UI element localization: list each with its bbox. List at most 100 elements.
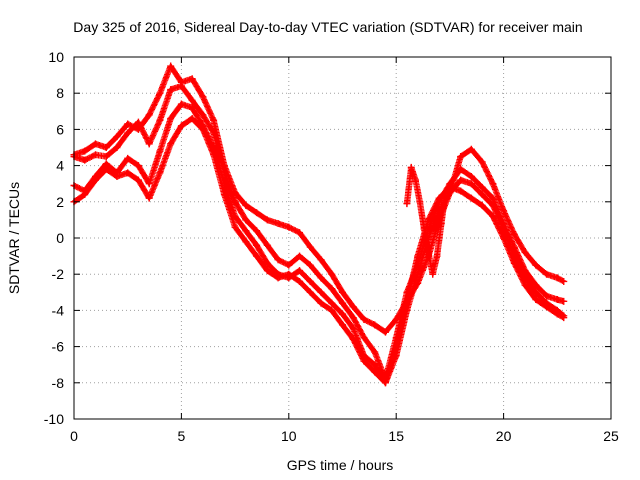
data-point (412, 176, 420, 184)
data-point (371, 321, 379, 329)
data-point (489, 180, 497, 188)
y-tick-label: -8 (52, 375, 65, 391)
data-point (317, 274, 325, 282)
data-point (177, 100, 185, 108)
y-tick-label: -2 (52, 266, 65, 282)
data-point (467, 194, 475, 202)
data-point (177, 82, 185, 90)
data-point (188, 75, 196, 83)
data-point (371, 361, 379, 369)
data-point (360, 357, 368, 365)
data-point (188, 96, 196, 104)
data-point (188, 104, 196, 112)
data-point (242, 216, 250, 224)
x-tick-label: 0 (70, 428, 78, 444)
y-tick-label: 4 (56, 158, 64, 174)
data-point (285, 270, 293, 278)
data-point (371, 348, 379, 356)
data-point (328, 299, 336, 307)
data-point (553, 274, 561, 282)
x-tick-label: 15 (388, 428, 404, 444)
data-point (124, 129, 132, 137)
data-point (553, 296, 561, 304)
data-point (102, 153, 110, 161)
y-axis-label: SDTVAR / TECUs (6, 182, 22, 294)
data-point (285, 261, 293, 269)
data-point (91, 176, 99, 184)
y-tick-label: 10 (48, 49, 64, 65)
data-point (134, 162, 142, 170)
data-point (306, 288, 314, 296)
data-point (220, 191, 228, 199)
y-tick-label: 6 (56, 121, 64, 137)
data-point (124, 154, 132, 162)
data-point (306, 243, 314, 251)
x-tick-label: 25 (603, 428, 619, 444)
data-point (317, 256, 325, 264)
data-point (560, 314, 568, 322)
data-point (349, 325, 357, 332)
data-layer (70, 62, 568, 387)
data-point (113, 144, 121, 151)
data-point (435, 194, 443, 202)
data-point (446, 183, 454, 191)
data-point (392, 343, 400, 351)
data-point (317, 288, 325, 296)
data-point (349, 314, 357, 322)
data-point (296, 277, 304, 285)
data-point (532, 296, 540, 304)
data-point (210, 151, 218, 159)
data-point (263, 241, 271, 249)
data-point (416, 198, 424, 206)
data-point (242, 238, 250, 246)
series-track-b (70, 82, 568, 383)
data-point (102, 144, 110, 151)
data-point (188, 115, 196, 123)
data-point (424, 248, 432, 256)
data-point (231, 223, 239, 231)
data-point (467, 145, 475, 153)
data-point (134, 118, 142, 126)
data-point (403, 297, 411, 305)
data-point (253, 252, 261, 260)
data-point (199, 111, 207, 119)
data-point (339, 288, 346, 296)
data-point (253, 241, 261, 249)
data-point (156, 89, 164, 97)
data-point (274, 274, 282, 282)
data-point (328, 270, 336, 278)
data-point (381, 379, 389, 387)
data-point (381, 328, 389, 336)
data-point (134, 176, 142, 184)
data-point (177, 122, 185, 130)
data-point (328, 285, 336, 293)
data-point (457, 176, 465, 184)
data-point (306, 261, 314, 269)
data-point (167, 62, 175, 70)
data-point (253, 209, 261, 217)
data-point (349, 335, 357, 343)
data-point (403, 200, 411, 208)
data-point (274, 256, 282, 264)
data-point (199, 125, 207, 133)
data-point (124, 169, 132, 177)
data-point (145, 194, 153, 202)
data-point (263, 216, 271, 224)
data-point (167, 115, 175, 123)
data-point (102, 165, 110, 173)
data-point (145, 180, 153, 188)
data-point (560, 297, 568, 305)
data-point (500, 234, 508, 242)
data-point (543, 292, 551, 300)
data-point (489, 201, 497, 209)
data-point (81, 147, 89, 155)
series-line (70, 82, 566, 383)
data-point (167, 140, 175, 148)
data-point (113, 133, 121, 141)
series-line (70, 115, 566, 386)
data-point (339, 321, 346, 329)
data-point (339, 299, 346, 307)
data-point (124, 120, 132, 128)
data-point (543, 270, 551, 278)
